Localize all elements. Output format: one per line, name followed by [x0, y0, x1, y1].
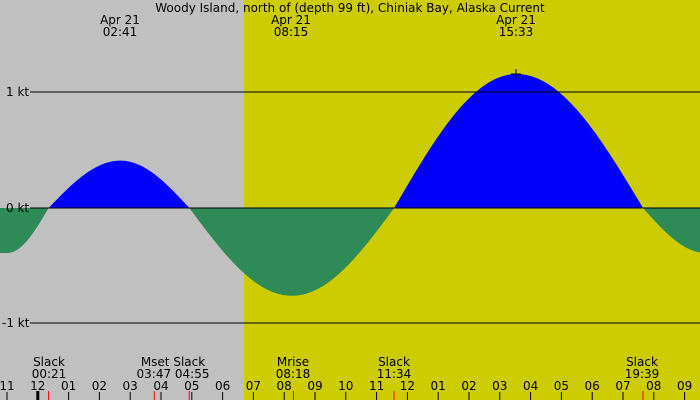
- current-curve: [0, 74, 700, 296]
- event-mrise: Mrise 08:18: [263, 356, 323, 380]
- hour-label: 11: [368, 379, 385, 393]
- hour-label: 07: [615, 379, 631, 393]
- event-time: 19:39: [624, 367, 660, 381]
- hour-label: 05: [184, 379, 200, 393]
- flood-area: [0, 74, 700, 209]
- peak-label-2: Apr 21 08:15: [251, 14, 331, 38]
- hour-label: 09: [676, 379, 693, 393]
- event-time: 08:18: [275, 367, 311, 381]
- peak-time: 08:15: [273, 25, 309, 39]
- hour-label: 10: [338, 379, 354, 393]
- hour-label: 02: [91, 379, 108, 393]
- peak-date: Apr 21: [100, 13, 140, 27]
- event-name: Mrise: [276, 355, 310, 369]
- event-time: 00:21: [31, 367, 67, 381]
- peak-label-3: Apr 21 15:33: [476, 14, 556, 38]
- hour-label: 03: [122, 379, 138, 393]
- y-tick-neg1kt: -1 kt: [2, 316, 30, 330]
- event-slack-3: Slack 19:39: [612, 356, 672, 380]
- hour-label: 02: [461, 379, 477, 393]
- hour-label: 05: [553, 379, 570, 393]
- hour-label: 03: [492, 379, 508, 393]
- hour-label: 11: [0, 379, 15, 393]
- y-tick-0kt: 0 kt: [6, 201, 30, 215]
- event-name: Slack: [33, 355, 65, 369]
- hour-ticks: [6, 391, 686, 400]
- hour-label: 12: [30, 379, 46, 393]
- y-tick-1kt: 1 kt: [6, 85, 30, 99]
- hour-label: 01: [430, 379, 446, 393]
- peak-label-1: Apr 21 02:41: [80, 14, 160, 38]
- peak-time: 02:41: [102, 25, 138, 39]
- event-slack-1: Slack 00:21: [19, 356, 79, 380]
- event-slack-2: Slack 11:34: [364, 356, 424, 380]
- hour-label: 06: [214, 379, 231, 393]
- hour-label: 09: [307, 379, 323, 393]
- peak-date: Apr 21: [271, 13, 311, 27]
- hour-label: 08: [276, 379, 292, 393]
- chart-title: Woody Island, north of (depth 99 ft), Ch…: [155, 1, 545, 15]
- ebb-area: [0, 208, 700, 296]
- hour-label: 04: [153, 379, 169, 393]
- peak-date: Apr 21: [496, 13, 536, 27]
- event-time: 11:34: [376, 367, 412, 381]
- event-mset-slack: Mset Slack 03:47 04:55: [128, 356, 218, 380]
- hour-label: 06: [584, 379, 600, 393]
- event-name: Slack: [378, 355, 410, 369]
- max-flood-marker: [511, 69, 521, 79]
- hour-label: 04: [522, 379, 539, 393]
- midnight-marker: [36, 391, 40, 400]
- hour-label: 01: [60, 379, 77, 393]
- hour-label: 12: [399, 379, 416, 393]
- hour-label: 08: [646, 379, 662, 393]
- event-name: Mset Slack: [140, 355, 206, 369]
- hour-label: 07: [245, 379, 262, 393]
- peak-time: 15:33: [498, 25, 534, 39]
- event-time: 03:47 04:55: [136, 367, 210, 381]
- event-name: Slack: [626, 355, 658, 369]
